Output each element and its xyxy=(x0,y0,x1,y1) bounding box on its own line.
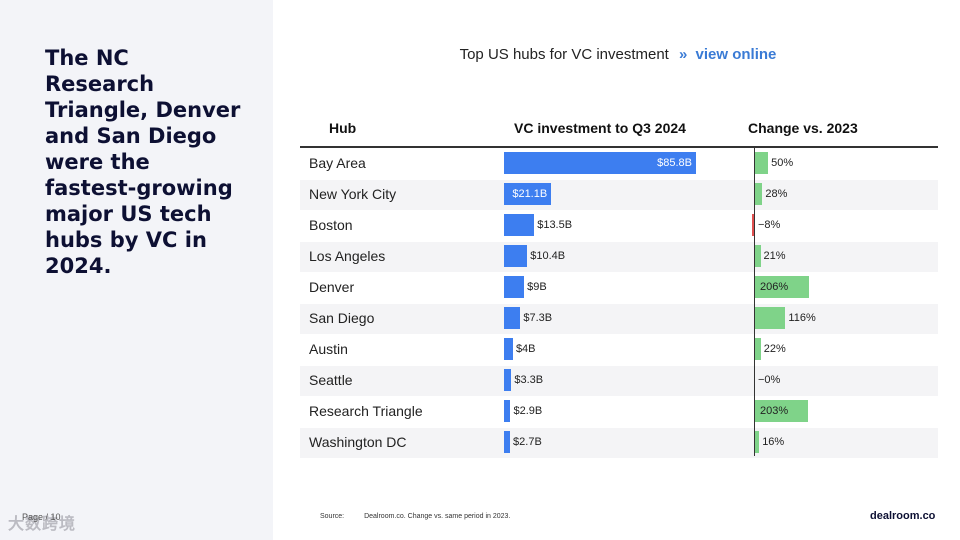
vc-bar-label: $13.5B xyxy=(537,219,573,231)
table-row: Research Triangle $2.9B 203% xyxy=(300,397,938,427)
table-row: Denver $9B 206% xyxy=(300,273,938,303)
table-row: Boston $13.5B −8% xyxy=(300,211,938,241)
vc-bar xyxy=(504,400,511,422)
source-text: Dealroom.co. Change vs. same period in 2… xyxy=(364,513,511,520)
hub-label: New York City xyxy=(309,186,397,202)
header-rule xyxy=(300,146,938,148)
vc-bar-label: $10.4B xyxy=(530,250,566,262)
view-online-link[interactable]: view online xyxy=(695,46,777,63)
hub-label: Seattle xyxy=(309,372,353,388)
vc-bar xyxy=(504,183,552,205)
table-row: Seattle $3.3B −0% xyxy=(300,366,938,396)
hub-label: Research Triangle xyxy=(309,403,423,419)
change-bar xyxy=(755,245,761,267)
change-bar xyxy=(755,152,769,174)
table-row: New York City $21.1B 28% xyxy=(300,180,938,210)
hub-label: Austin xyxy=(309,341,348,357)
chevron-right-icon: » xyxy=(679,46,688,63)
table-row: Los Angeles $10.4B 21% xyxy=(300,242,938,272)
change-label: 50% xyxy=(771,157,794,169)
hub-label: Boston xyxy=(309,217,353,233)
vc-bar-label: $2.7B xyxy=(513,436,542,448)
change-bar xyxy=(755,307,786,329)
change-bar xyxy=(755,276,809,298)
vc-bar-label: $85.8B xyxy=(657,157,692,169)
vc-bar xyxy=(504,276,525,298)
table-row: San Diego $7.3B 116% xyxy=(300,304,938,334)
headline: The NC Research Triangle, Denver and San… xyxy=(45,46,241,278)
vc-bar xyxy=(504,214,535,236)
change-label: 16% xyxy=(762,436,785,448)
change-label: 203% xyxy=(760,405,789,417)
change-label: 21% xyxy=(763,250,786,262)
column-header-vc: VC investment to Q3 2024 xyxy=(514,120,686,136)
hub-label: Bay Area xyxy=(309,155,366,171)
hub-label: Washington DC xyxy=(309,434,407,450)
change-bar xyxy=(755,400,809,422)
table-row: Washington DC $2.7B 16% xyxy=(300,428,938,458)
hub-label: Denver xyxy=(309,279,355,295)
change-bar xyxy=(755,338,761,360)
vc-bar xyxy=(504,245,528,267)
change-bar xyxy=(751,214,754,236)
hub-label: Los Angeles xyxy=(309,248,386,264)
change-label: 206% xyxy=(760,281,789,293)
change-label: 22% xyxy=(763,343,786,355)
source-label: Source: xyxy=(320,513,345,520)
dealroom-logo: dealroom.co xyxy=(870,510,936,522)
column-header-change: Change vs. 2023 xyxy=(748,120,858,136)
column-header-hub: Hub xyxy=(329,120,357,136)
hub-label: San Diego xyxy=(309,310,375,326)
chart-title-text: Top US hubs for VC investment xyxy=(459,46,669,63)
vc-bar-label: $4B xyxy=(515,343,536,355)
change-label: −8% xyxy=(758,219,781,231)
vc-bar-label: $9B xyxy=(527,281,547,293)
vc-bar xyxy=(504,338,513,360)
vc-bar xyxy=(504,369,512,391)
change-label: 116% xyxy=(788,312,816,324)
change-label: −0% xyxy=(758,374,781,386)
watermark: 大数跨境 xyxy=(8,514,77,533)
table-row: Austin $4B 22% xyxy=(300,335,938,365)
vc-bar xyxy=(504,431,511,453)
vc-bar-label: $3.3B xyxy=(514,374,544,386)
vc-bar-label: $2.9B xyxy=(513,405,543,417)
table-row: Bay Area $85.8B 50% xyxy=(300,149,938,179)
source-note: Source: Dealroom.co. Change vs. same per… xyxy=(320,513,510,520)
chart-title: Top US hubs for VC investment » view onl… xyxy=(300,46,936,63)
change-label: 28% xyxy=(765,188,788,200)
change-bar xyxy=(755,431,760,453)
left-panel: The NC Research Triangle, Denver and San… xyxy=(0,0,273,540)
page-number: Page / 10 xyxy=(22,512,61,522)
vc-bar xyxy=(504,152,696,174)
vc-bar-label: $7.3B xyxy=(523,312,553,324)
vc-bar-label: $21.1B xyxy=(512,188,548,200)
change-bar xyxy=(755,183,763,205)
change-axis-line xyxy=(754,148,755,456)
vc-bar xyxy=(504,307,521,329)
